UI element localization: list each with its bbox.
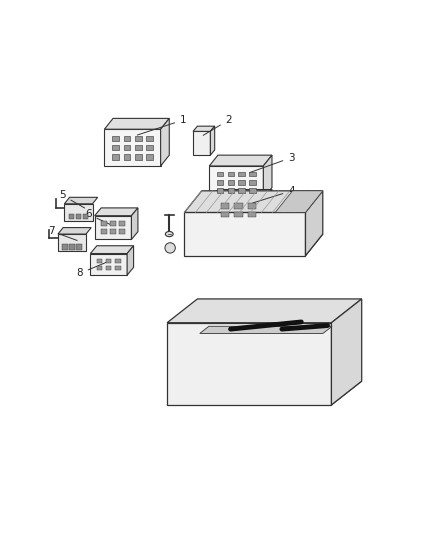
- Polygon shape: [184, 213, 305, 256]
- Bar: [97, 259, 102, 263]
- Circle shape: [165, 243, 175, 253]
- Polygon shape: [184, 234, 323, 256]
- Bar: [120, 229, 125, 234]
- Bar: [69, 214, 74, 220]
- Polygon shape: [127, 246, 134, 275]
- Text: 4: 4: [253, 186, 295, 203]
- Polygon shape: [90, 246, 134, 254]
- Polygon shape: [210, 126, 215, 155]
- Text: 6: 6: [85, 209, 110, 224]
- Text: 1: 1: [137, 115, 187, 135]
- Bar: [120, 221, 125, 226]
- Bar: [101, 229, 106, 234]
- Polygon shape: [193, 126, 215, 131]
- Polygon shape: [58, 228, 91, 234]
- Polygon shape: [167, 322, 332, 405]
- Text: 8: 8: [76, 262, 106, 278]
- Text: 3: 3: [250, 152, 295, 173]
- Bar: [217, 172, 223, 176]
- Polygon shape: [263, 155, 272, 198]
- Bar: [124, 135, 130, 141]
- Bar: [112, 154, 119, 159]
- Bar: [249, 188, 256, 193]
- Polygon shape: [332, 299, 362, 405]
- Bar: [106, 259, 112, 263]
- Bar: [228, 180, 234, 184]
- Polygon shape: [305, 191, 323, 256]
- Bar: [249, 172, 256, 176]
- Bar: [76, 214, 81, 220]
- Polygon shape: [275, 191, 323, 213]
- Text: 2: 2: [203, 115, 232, 135]
- Polygon shape: [167, 381, 362, 405]
- Bar: [115, 266, 121, 270]
- Polygon shape: [95, 208, 138, 216]
- Bar: [110, 221, 116, 226]
- Polygon shape: [212, 190, 272, 197]
- Bar: [76, 245, 81, 249]
- Bar: [106, 266, 112, 270]
- Polygon shape: [161, 118, 169, 166]
- Bar: [62, 245, 67, 249]
- Polygon shape: [193, 131, 210, 155]
- Bar: [135, 154, 141, 159]
- Bar: [69, 245, 74, 249]
- Bar: [248, 204, 256, 208]
- Polygon shape: [212, 197, 265, 223]
- Polygon shape: [90, 254, 127, 275]
- Bar: [112, 135, 119, 141]
- Bar: [217, 180, 223, 184]
- Bar: [146, 135, 153, 141]
- Bar: [83, 214, 88, 220]
- Bar: [228, 188, 234, 193]
- Text: 5: 5: [59, 190, 85, 208]
- Polygon shape: [64, 204, 92, 221]
- Bar: [238, 188, 245, 193]
- Ellipse shape: [166, 231, 173, 237]
- Polygon shape: [95, 216, 131, 239]
- Bar: [238, 172, 245, 176]
- Bar: [101, 221, 106, 226]
- Polygon shape: [209, 155, 272, 166]
- Polygon shape: [167, 299, 362, 322]
- Bar: [146, 154, 153, 159]
- Bar: [135, 135, 141, 141]
- Bar: [221, 204, 229, 208]
- Polygon shape: [58, 234, 86, 252]
- Bar: [124, 154, 130, 159]
- Polygon shape: [131, 208, 138, 239]
- Bar: [110, 229, 116, 234]
- Bar: [97, 266, 102, 270]
- Bar: [234, 204, 243, 208]
- Bar: [248, 212, 256, 217]
- Bar: [221, 212, 229, 217]
- Bar: [217, 188, 223, 193]
- Polygon shape: [200, 326, 332, 334]
- Bar: [146, 145, 153, 150]
- Bar: [135, 145, 141, 150]
- Bar: [234, 212, 243, 217]
- Bar: [238, 180, 245, 184]
- Bar: [112, 145, 119, 150]
- Polygon shape: [64, 197, 98, 204]
- Polygon shape: [184, 191, 323, 213]
- Bar: [115, 259, 121, 263]
- Text: 7: 7: [48, 226, 77, 240]
- Polygon shape: [265, 190, 272, 223]
- Bar: [124, 145, 130, 150]
- Polygon shape: [104, 129, 161, 166]
- Polygon shape: [209, 166, 263, 198]
- Polygon shape: [104, 118, 169, 129]
- Bar: [249, 180, 256, 184]
- Bar: [228, 172, 234, 176]
